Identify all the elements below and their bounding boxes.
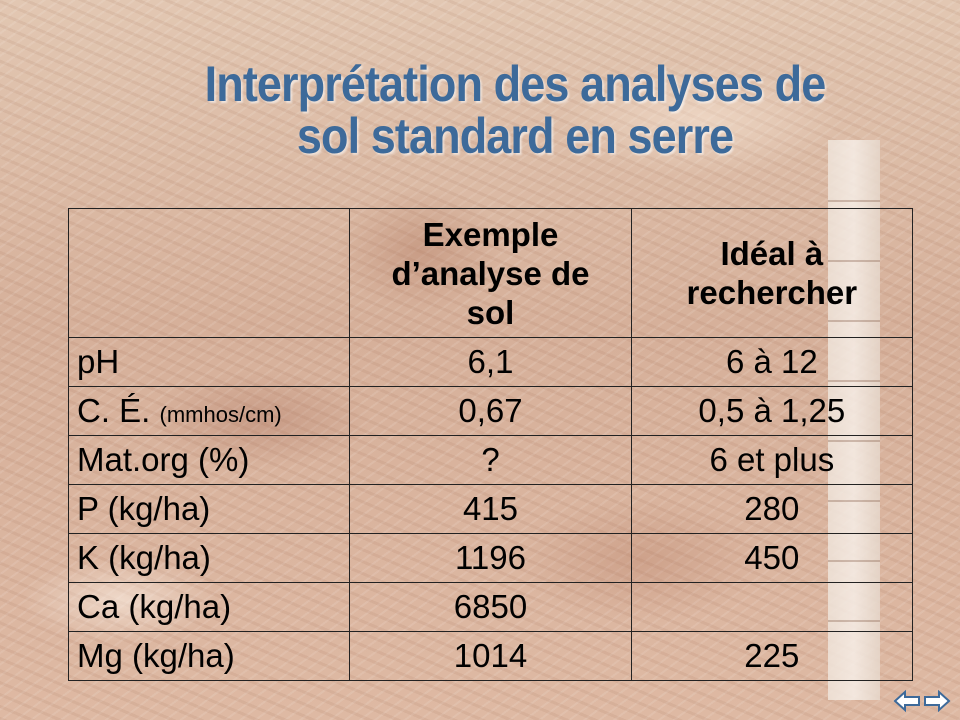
soil-analysis-table: Exemple d’analyse de sol Idéal à recherc… (67, 208, 914, 681)
table-row: Mg (kg/ha) 1014 225 (67, 631, 914, 681)
table-row: P (kg/ha) 415 280 (67, 484, 914, 534)
slide-nav (893, 689, 951, 713)
row-label: pH (67, 337, 351, 387)
row-label: Mg (kg/ha) (67, 631, 351, 681)
table-row: K (kg/ha) 1196 450 (67, 533, 914, 583)
arrow-left-icon[interactable] (893, 689, 921, 713)
sample-value: ? (349, 435, 632, 485)
header-sample: Exemple d’analyse de sol (349, 208, 632, 338)
title-line-2: sol standard en serre (296, 108, 734, 164)
header-ideal: Idéal à rechercher (630, 208, 914, 338)
sample-value: 6,1 (349, 337, 632, 387)
row-label: P (kg/ha) (67, 484, 351, 534)
row-label-text: P (kg/ha) (77, 490, 211, 527)
sample-value: 415 (349, 484, 632, 534)
row-label: Mat.org (%) (67, 435, 351, 485)
sample-value: 0,67 (349, 386, 632, 436)
ideal-value: 225 (630, 631, 914, 681)
ideal-value: 6 et plus (630, 435, 914, 485)
table-row: Ca (kg/ha) 6850 (67, 582, 914, 632)
row-label-text: K (kg/ha) (77, 539, 211, 576)
table-header-row: Exemple d’analyse de sol Idéal à recherc… (67, 208, 914, 338)
table-row: C. É. (mmhos/cm) 0,67 0,5 à 1,25 (67, 386, 914, 436)
ideal-value: 0,5 à 1,25 (630, 386, 914, 436)
sample-value: 1196 (349, 533, 632, 583)
arrow-right-icon[interactable] (923, 689, 951, 713)
row-label-text: pH (77, 343, 120, 380)
title-line-1: Interprétation des analyses de (204, 56, 827, 112)
ideal-value: 6 à 12 (630, 337, 914, 387)
row-label-text: Mat.org (%) (77, 441, 250, 478)
row-label-text: Ca (kg/ha) (77, 588, 232, 625)
header-empty (67, 208, 351, 338)
row-label-text: C. É. (77, 392, 160, 429)
row-label: C. É. (mmhos/cm) (67, 386, 351, 436)
row-label: K (kg/ha) (67, 533, 351, 583)
row-label-unit: (mmhos/cm) (159, 402, 282, 427)
sample-value: 1014 (349, 631, 632, 681)
row-label-text: Mg (kg/ha) (77, 637, 235, 674)
ideal-value: 280 (630, 484, 914, 534)
ideal-value: 450 (630, 533, 914, 583)
table-row: Mat.org (%)? 6 et plus (67, 435, 914, 485)
row-label: Ca (kg/ha) (67, 582, 351, 632)
slide-title: Interprétation des analyses de sol stand… (160, 58, 871, 162)
table-row: pH 6,1 6 à 12 (67, 337, 914, 387)
ideal-value (630, 582, 914, 632)
sample-value: 6850 (349, 582, 632, 632)
